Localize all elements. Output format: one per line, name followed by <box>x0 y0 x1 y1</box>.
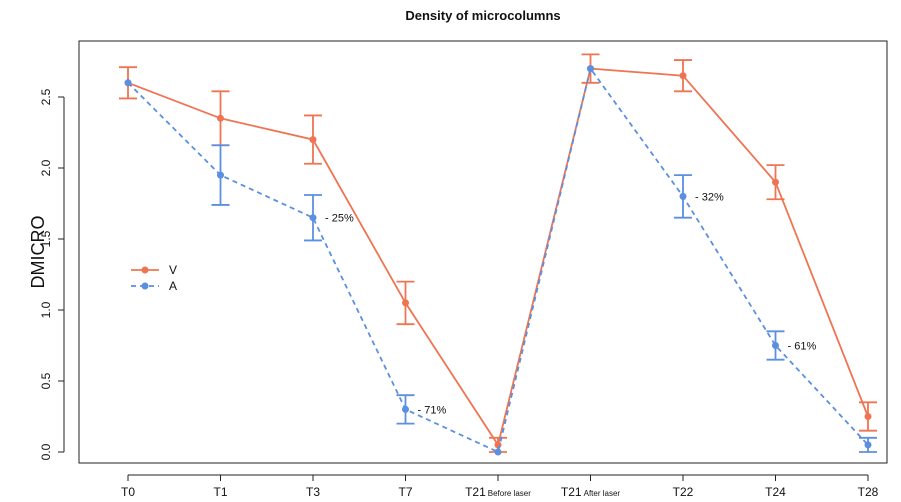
data-point <box>772 342 779 349</box>
x-tick-label: T3 <box>306 485 320 499</box>
x-tick-label: T21 Before laser <box>465 485 531 499</box>
data-point <box>309 214 317 222</box>
chart-title: Density of microcolumns <box>405 8 560 23</box>
series-A <box>124 65 877 456</box>
annotation-label: - 32% <box>695 191 724 203</box>
legend-label-A: A <box>169 279 177 293</box>
x-tick-label: T22 <box>673 485 694 499</box>
x-tick-label: T28 <box>858 485 879 499</box>
data-point <box>124 79 132 87</box>
series-layer <box>119 53 877 456</box>
data-point <box>309 136 317 144</box>
y-tick-label: 2.0 <box>39 159 53 176</box>
data-point <box>587 65 594 73</box>
legend-marker-V <box>141 266 149 274</box>
x-axis: T0 T1 T3 T7 T21 Before laser T21 After laser T22… <box>121 474 879 499</box>
annotation-label: - 71% <box>418 404 447 416</box>
y-tick-label: 1.5 <box>39 230 53 247</box>
plot-frame <box>78 40 888 464</box>
data-point <box>679 192 687 200</box>
data-point <box>217 171 224 179</box>
annotation-label: - 25% <box>325 213 354 225</box>
series-V <box>119 53 877 453</box>
x-tick-label: T1 <box>213 485 227 499</box>
y-tick-label: 0.0 <box>39 443 53 460</box>
data-point <box>864 413 872 420</box>
y-tick-label: 1.0 <box>39 301 53 318</box>
data-point <box>402 405 409 413</box>
legend-label-V: V <box>169 263 177 277</box>
annotation-label: - 61% <box>788 341 817 353</box>
x-tick-label: T0 <box>121 485 135 499</box>
annotation-layer: - 25% - 71% - 32% - 61% <box>325 191 816 416</box>
y-axis-label: DMICRO <box>28 216 48 289</box>
data-point <box>494 441 502 449</box>
series-line-V <box>127 67 869 448</box>
legend-marker-A <box>141 282 149 290</box>
data-point <box>494 448 502 456</box>
data-point <box>864 441 872 449</box>
x-tick-label: T7 <box>398 485 412 499</box>
y-tick-label: 2.5 <box>39 88 53 105</box>
x-tick-label: T21 After laser <box>561 485 620 499</box>
data-point <box>772 178 779 186</box>
y-axis: 0.0 0.5 1.0 1.5 2.0 2.5 <box>39 88 65 460</box>
data-point <box>402 299 409 307</box>
data-point <box>217 114 224 122</box>
x-tick-label: T24 <box>765 485 786 499</box>
data-point <box>679 72 687 80</box>
legend: VA <box>131 263 177 293</box>
y-tick-label: 0.5 <box>39 372 53 389</box>
series-line-A <box>127 66 869 454</box>
